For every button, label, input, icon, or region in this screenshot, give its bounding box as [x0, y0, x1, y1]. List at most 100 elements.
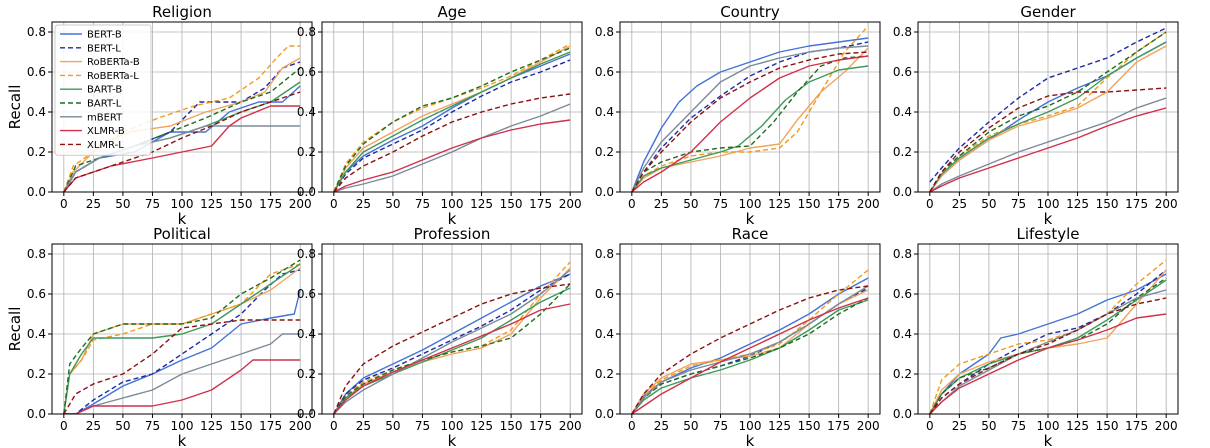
x-tick-label: 150 [500, 419, 523, 433]
y-tick-label: 0.6 [893, 65, 912, 79]
y-tick-label: 0.6 [595, 65, 614, 79]
x-tick-label: 75 [145, 197, 160, 211]
series-line-mbert [929, 289, 1167, 414]
y-tick-label: 0.8 [893, 247, 912, 261]
x-tick-label: 25 [654, 419, 669, 433]
series-line-xlmr-l [929, 297, 1167, 414]
legend: BERT-B BERT-L RoBERTa-B RoBERTa-L BART-B BART… [54, 24, 152, 156]
y-tick-label: 0.0 [893, 185, 912, 199]
x-tick-label: 50 [115, 197, 130, 211]
x-tick-label: 25 [654, 197, 669, 211]
x-tick-label: 100 [171, 197, 194, 211]
series-group [929, 27, 1167, 192]
y-tick-label: 0.8 [297, 247, 316, 261]
x-tick-label: 25 [356, 197, 371, 211]
x-tick-label: 100 [739, 419, 762, 433]
x-axis-label: k [1044, 210, 1053, 228]
panel-profession: 0 25 50 75 100 125 150 175 200 0.0 0.2 0.4 0.6 0.8 Pro… [297, 225, 583, 448]
series-line-xlmr-l [631, 285, 869, 414]
series-line-bert-b [929, 273, 1167, 414]
x-tick-label: 50 [385, 419, 400, 433]
x-tick-label: 125 [470, 419, 493, 433]
y-tick-label: 0.4 [595, 105, 614, 119]
x-tick-label: 200 [289, 197, 312, 211]
x-tick-label: 75 [415, 197, 430, 211]
x-tick-label: 25 [356, 419, 371, 433]
x-tick-label: 50 [683, 419, 698, 433]
panel-lifestyle: 0 25 50 75 100 125 150 175 200 0.0 0.2 0.4 0.6 0.8 Lif… [893, 225, 1179, 448]
y-tick-label: 0.2 [595, 367, 614, 381]
x-tick-label: 125 [768, 197, 791, 211]
y-tick-label: 0.2 [27, 145, 46, 159]
x-tick-label: 50 [981, 197, 996, 211]
series-line-mbert [929, 97, 1167, 192]
x-tick-label: 75 [415, 419, 430, 433]
x-tick-label: 200 [559, 197, 582, 211]
legend-label-bert-b: BERT-B [87, 30, 122, 41]
panel-country: 0 25 50 75 100 125 150 175 200 0.0 0.2 0.4 0.6 0.8 Cou… [595, 3, 881, 228]
x-axis-label: k [746, 210, 755, 228]
series-line-bart-b [631, 65, 869, 192]
x-tick-label: 100 [171, 419, 194, 433]
panel-age: 0 25 50 75 100 125 150 175 200 0.0 0.2 0.4 0.6 0.8 Age… [297, 3, 583, 228]
x-tick-label: 150 [230, 419, 253, 433]
series-line-xlmr-l [333, 283, 571, 414]
x-tick-label: 50 [981, 419, 996, 433]
y-tick-label: 0.2 [297, 367, 316, 381]
x-tick-label: 150 [1096, 419, 1119, 433]
panel-title: Political [153, 225, 211, 243]
series-line-xlmr-l [63, 91, 301, 192]
x-tick-label: 200 [857, 197, 880, 211]
series-line-bart-b [631, 299, 869, 414]
series-line-xlmr-l [333, 93, 571, 192]
series-line-bert-b [631, 37, 869, 192]
x-tick-label: 0 [60, 197, 68, 211]
x-tick-label: 125 [470, 197, 493, 211]
series-line-mbert [333, 269, 571, 414]
x-tick-label: 150 [230, 197, 253, 211]
series-group [63, 259, 301, 414]
series-line-bert-b [333, 273, 571, 414]
series-group [63, 45, 301, 192]
series-line-roberta-l [63, 263, 301, 414]
y-tick-label: 0.6 [27, 65, 46, 79]
y-tick-label: 0.4 [297, 327, 316, 341]
series-line-roberta-b [333, 267, 571, 414]
x-tick-label: 25 [952, 419, 967, 433]
x-tick-label: 0 [926, 419, 934, 433]
series-line-xlmr-b [929, 313, 1167, 414]
x-tick-label: 50 [385, 197, 400, 211]
legend-label-roberta-b: RoBERTa-B [87, 57, 140, 68]
y-tick-label: 0.0 [595, 407, 614, 421]
x-tick-label: 50 [683, 197, 698, 211]
series-line-mbert [63, 125, 301, 192]
series-line-bart-l [929, 277, 1167, 414]
legend-label-xlmr-l: XLMR-L [87, 140, 124, 151]
series-line-bart-l [63, 259, 301, 414]
y-tick-label: 0.6 [297, 65, 316, 79]
x-tick-label: 75 [713, 197, 728, 211]
series-line-xlmr-b [63, 359, 301, 414]
series-line-xlmr-b [631, 55, 869, 192]
y-tick-label: 0.6 [893, 287, 912, 301]
x-tick-label: 200 [1155, 419, 1178, 433]
y-axis-label: Recall [6, 85, 24, 130]
series-line-xlmr-b [333, 303, 571, 414]
x-tick-label: 75 [1011, 419, 1026, 433]
y-tick-label: 0.6 [27, 287, 46, 301]
x-tick-label: 75 [1011, 197, 1026, 211]
series-line-bart-l [63, 67, 301, 192]
x-tick-label: 175 [529, 419, 552, 433]
panel-gender: 0 25 50 75 100 125 150 175 200 0.0 0.2 0.4 0.6 0.8 Gen… [893, 3, 1179, 228]
series-line-mbert [333, 103, 571, 192]
y-tick-label: 0.0 [297, 185, 316, 199]
x-tick-label: 100 [739, 197, 762, 211]
series-group [631, 269, 869, 414]
series-line-bert-l [333, 273, 571, 414]
series-line-xlmr-l [63, 319, 301, 414]
x-tick-label: 0 [60, 419, 68, 433]
series-line-xlmr-l [929, 87, 1167, 192]
x-axis-label: k [448, 432, 457, 448]
panel-political: 0 25 50 75 100 125 150 175 2000.00.20.40.60.8Pol… [6, 225, 313, 448]
